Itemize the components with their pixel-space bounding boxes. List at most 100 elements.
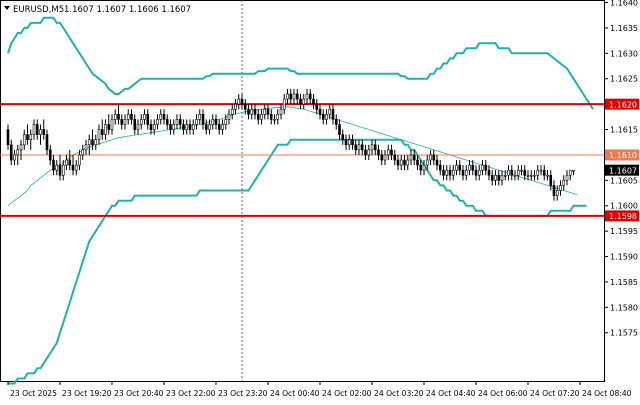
candle-body bbox=[52, 159, 55, 171]
candle-body bbox=[201, 114, 205, 125]
candle-body bbox=[419, 164, 423, 171]
candle-body bbox=[539, 169, 543, 172]
candle-body bbox=[126, 114, 130, 120]
candle-body bbox=[78, 154, 81, 166]
candle-body bbox=[250, 108, 254, 115]
candle-body bbox=[321, 114, 325, 120]
candle-body bbox=[26, 134, 29, 140]
time-tick-label: 24 Oct 04:40 bbox=[426, 389, 476, 398]
candle-body bbox=[497, 174, 501, 181]
candle-body bbox=[175, 119, 179, 125]
candle-body bbox=[464, 169, 468, 176]
price-tick-label: 1.1585 bbox=[610, 278, 638, 287]
candle-body bbox=[94, 139, 98, 146]
candle-body bbox=[533, 174, 536, 177]
horizontal-levels[interactable]: 1.1620 1.1610 1.1598 bbox=[0, 98, 639, 222]
candle-body bbox=[370, 144, 374, 151]
candle-body bbox=[383, 154, 387, 161]
candle-body bbox=[227, 114, 231, 120]
candle-body bbox=[172, 124, 176, 130]
candle-body bbox=[559, 185, 562, 191]
candle-body bbox=[432, 154, 436, 161]
candle-body bbox=[484, 164, 488, 171]
candle-body bbox=[143, 114, 146, 120]
candle-body bbox=[347, 139, 351, 146]
candle-body bbox=[341, 134, 345, 140]
candle-body bbox=[302, 98, 306, 105]
level-price-tag bbox=[605, 210, 639, 222]
candle-body bbox=[442, 169, 445, 176]
candle-body bbox=[445, 169, 449, 176]
chevron-down-icon[interactable] bbox=[4, 6, 10, 10]
candle-body bbox=[253, 108, 257, 115]
candle-body bbox=[19, 144, 23, 151]
candle-body bbox=[104, 124, 107, 135]
candle-body bbox=[35, 124, 39, 135]
candle-body bbox=[390, 149, 393, 156]
candle-body bbox=[273, 119, 276, 121]
candle-body bbox=[152, 124, 156, 130]
price-tick-label: 1.1600 bbox=[610, 202, 638, 211]
candle-body bbox=[351, 139, 354, 146]
candle-body bbox=[477, 169, 481, 176]
candles bbox=[6, 88, 575, 201]
candle-body bbox=[357, 144, 361, 151]
level-price-tag bbox=[605, 149, 639, 161]
time-axis[interactable]: 23 Oct 2025 23 Oct 19:20 23 Oct 20:40 23 Oc… bbox=[7, 381, 632, 398]
candle-body bbox=[474, 169, 478, 176]
time-tick-label: 23 Oct 20:40 bbox=[114, 389, 164, 398]
candle-body bbox=[159, 114, 163, 120]
candle-body bbox=[16, 149, 20, 156]
candle-body bbox=[552, 185, 556, 196]
candle-body bbox=[156, 119, 159, 125]
candle-body bbox=[549, 174, 553, 186]
candle-body bbox=[396, 159, 400, 166]
candle-body bbox=[217, 124, 221, 130]
candle-body bbox=[117, 114, 120, 120]
price-tick-label: 1.1615 bbox=[610, 126, 638, 135]
candle-body bbox=[256, 114, 260, 120]
time-tick-label: 23 Oct 19:20 bbox=[62, 389, 112, 398]
candle-body bbox=[221, 124, 224, 130]
price-tick-label: 1.1580 bbox=[610, 303, 638, 312]
candle-body bbox=[182, 124, 185, 130]
candle-body bbox=[22, 134, 26, 146]
candle-body bbox=[224, 119, 228, 125]
candle-body bbox=[455, 164, 458, 171]
time-tick-label: 24 Oct 00:40 bbox=[270, 389, 320, 398]
candle-body bbox=[546, 174, 549, 177]
price-tick-label: 1.1590 bbox=[610, 253, 638, 262]
candle-body bbox=[230, 108, 234, 115]
candle-body bbox=[305, 93, 309, 100]
candle-body bbox=[243, 103, 247, 110]
candle-body bbox=[490, 174, 494, 181]
price-axis[interactable]: 1.16401.16351.16301.16251.16151.16051.16… bbox=[604, 0, 639, 338]
level-price-label: 1.1610 bbox=[609, 151, 637, 160]
candle-body bbox=[74, 164, 78, 171]
candle-body bbox=[399, 159, 403, 166]
time-tick-label: 23 Oct 2025 bbox=[10, 389, 57, 398]
candle-body bbox=[65, 159, 68, 166]
candle-body bbox=[266, 108, 270, 115]
candle-body bbox=[481, 164, 484, 171]
candle-body bbox=[494, 174, 497, 181]
price-tick-label: 1.1625 bbox=[610, 75, 638, 84]
candle-body bbox=[136, 124, 140, 130]
level-price-label: 1.1598 bbox=[609, 212, 637, 221]
candle-body bbox=[425, 159, 429, 166]
candle-body bbox=[520, 169, 523, 172]
candle-body bbox=[247, 108, 250, 115]
candle-body bbox=[260, 114, 263, 120]
candle-body bbox=[422, 164, 426, 171]
candle-body bbox=[471, 164, 475, 171]
candle-body bbox=[364, 149, 367, 156]
candle-body bbox=[211, 119, 215, 125]
candle-body bbox=[451, 169, 455, 176]
candle-body bbox=[461, 169, 465, 176]
candle-body bbox=[133, 119, 137, 130]
candle-body bbox=[32, 124, 36, 135]
candle-body bbox=[9, 144, 13, 161]
candle-body bbox=[292, 93, 296, 100]
candle-body bbox=[438, 164, 442, 171]
